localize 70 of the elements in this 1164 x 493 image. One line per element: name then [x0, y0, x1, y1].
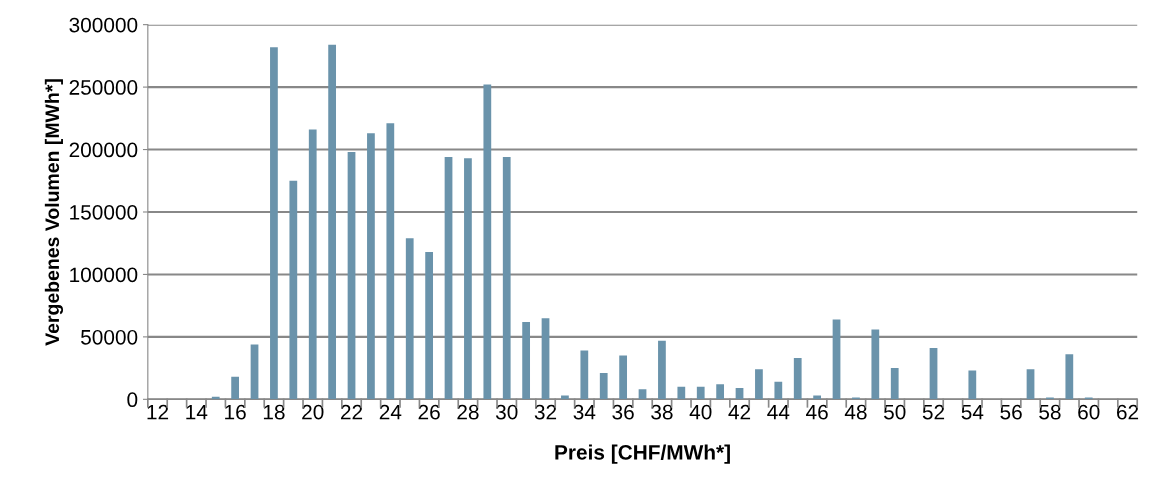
y-tick-label: 100000 — [70, 267, 138, 283]
bar — [890, 368, 899, 400]
bar — [716, 384, 725, 400]
x-tick-label: 34 — [573, 404, 596, 420]
x-tick-label: 38 — [651, 404, 673, 420]
x-tick-label: 40 — [689, 404, 712, 420]
x-tick-label: 58 — [1039, 404, 1061, 420]
bar — [308, 129, 317, 400]
x-tick-label: 60 — [1078, 404, 1100, 420]
x-tick-label: 16 — [225, 404, 246, 420]
bar — [638, 389, 647, 400]
x-tick-label: 32 — [534, 404, 557, 420]
bar — [929, 348, 938, 400]
x-tick-label: 30 — [495, 404, 518, 420]
x-tick-label: 52 — [922, 404, 945, 420]
bar — [522, 321, 531, 400]
bar — [464, 158, 472, 400]
y-tick-label: 200000 — [69, 142, 138, 158]
x-tick-label: 24 — [379, 404, 402, 420]
bar — [231, 376, 240, 400]
bar — [1026, 369, 1035, 400]
bar — [677, 386, 686, 400]
bar — [483, 84, 492, 400]
x-tick-label: 46 — [806, 404, 828, 420]
bar — [347, 152, 356, 400]
bar — [444, 157, 453, 400]
x-tick-label: 48 — [844, 404, 867, 420]
x-tick-label: 50 — [883, 404, 906, 420]
bar — [328, 44, 337, 400]
x-tick-label: 54 — [961, 404, 984, 420]
bar — [541, 318, 550, 400]
bar — [793, 358, 802, 400]
bar — [968, 370, 977, 400]
bar — [774, 381, 783, 400]
bar — [696, 386, 705, 400]
bar — [580, 350, 589, 400]
bar — [502, 157, 511, 400]
y-tick-label: 250000 — [69, 80, 138, 95]
y-tick-label: 0 — [127, 392, 138, 408]
x-axis-title: Preis [CHF/MWh*] — [555, 444, 730, 464]
y-tick-label: 50000 — [81, 329, 138, 345]
bar — [386, 123, 395, 400]
bar — [619, 355, 628, 400]
x-tick-label: 12 — [147, 404, 169, 420]
bar — [832, 319, 841, 400]
bar — [425, 251, 434, 400]
x-tick-label: 26 — [418, 404, 440, 420]
x-tick-label: 20 — [302, 404, 324, 420]
x-tick-label: 18 — [263, 404, 285, 420]
bar — [599, 373, 608, 400]
bar — [367, 133, 375, 400]
x-tick-label: 36 — [612, 404, 634, 420]
bar — [270, 47, 278, 400]
y-tick-label: 150000 — [70, 204, 138, 220]
bar — [405, 238, 414, 400]
bar — [658, 340, 666, 400]
x-tick-label: 62 — [1117, 404, 1139, 420]
bar — [250, 344, 259, 400]
x-tick-label: 56 — [1000, 404, 1022, 420]
x-tick-label: 28 — [457, 404, 479, 420]
x-tick-label: 14 — [186, 404, 208, 420]
bar — [871, 329, 880, 400]
y-tick-label: 300000 — [69, 17, 138, 33]
x-tick-label: 22 — [340, 404, 363, 420]
bar — [1065, 354, 1074, 400]
x-tick-label: 42 — [728, 404, 751, 420]
bar — [755, 369, 763, 400]
x-tick-label: 44 — [767, 404, 790, 420]
bar — [289, 180, 298, 400]
y-axis-title: Vergebenes Volumen [MWh*] — [44, 79, 64, 346]
